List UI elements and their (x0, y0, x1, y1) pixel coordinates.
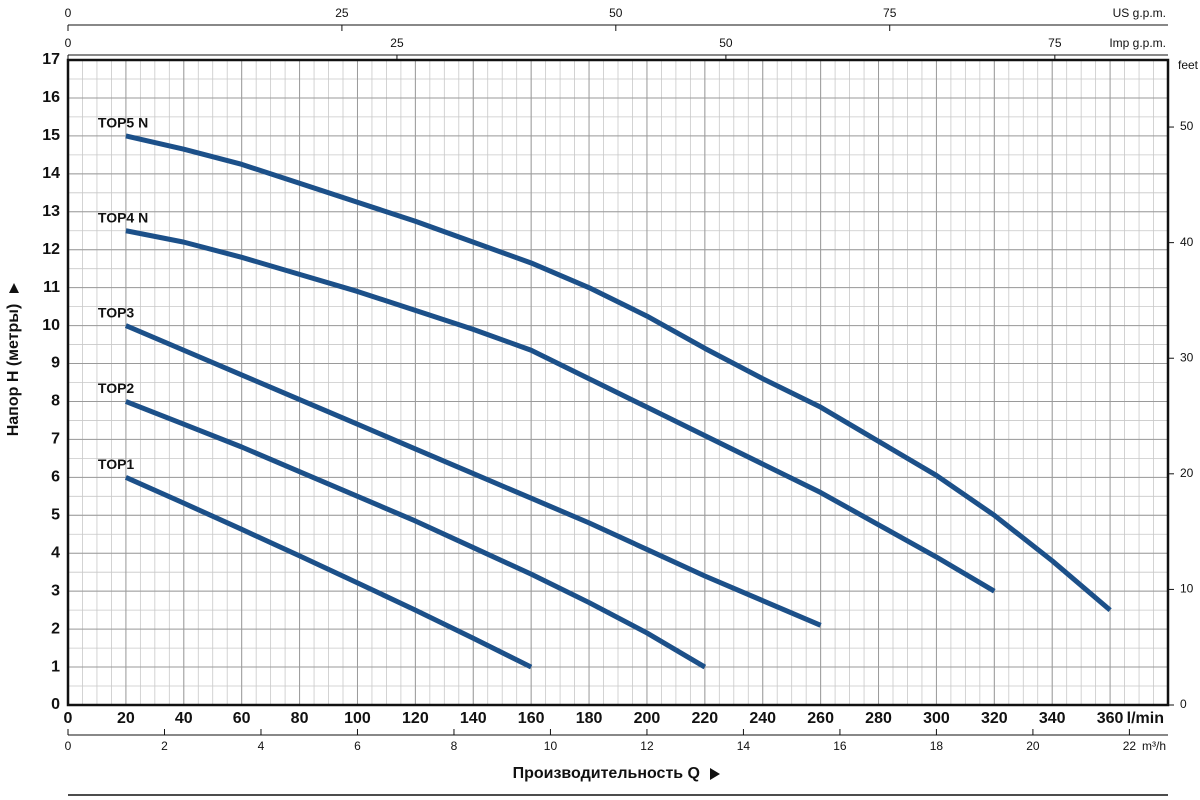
x-tick-label: 20 (117, 710, 135, 727)
tick-label: 10 (544, 739, 558, 753)
y-tick-label: 4 (51, 544, 60, 561)
curve (124, 399, 707, 670)
tick-label: 25 (390, 36, 404, 50)
x-tick-label: 100 (344, 710, 371, 727)
tick-label: 22 (1123, 739, 1137, 753)
y-tick-label: 10 (42, 317, 60, 334)
x-tick-label: 320 (981, 710, 1008, 727)
tick-label: 0 (65, 6, 72, 20)
tick-label: 12 (640, 739, 654, 753)
y2-tick-label: 20 (1180, 466, 1194, 480)
x-tick-label: 120 (402, 710, 429, 727)
tick-label: 18 (930, 739, 944, 753)
x-unit-label: l/min (1127, 710, 1164, 727)
tick-label: 50 (609, 6, 623, 20)
curve-label: TOP1 (98, 456, 135, 472)
x-tick-label: 0 (64, 710, 73, 727)
tick-label: 8 (451, 739, 458, 753)
curve (124, 323, 822, 628)
tick-label: 0 (65, 739, 72, 753)
y-tick-label: 5 (51, 507, 60, 524)
curve (125, 133, 1112, 613)
x-tick-label: 60 (233, 710, 251, 727)
tick-label: 2 (161, 739, 168, 753)
y-tick-label: 14 (42, 165, 60, 182)
y-tick-label: 6 (51, 469, 60, 486)
x-tick-label: 260 (807, 710, 834, 727)
y2-unit-label: feet (1178, 58, 1199, 72)
x-tick-label: 180 (576, 710, 603, 727)
y-tick-label: 11 (43, 279, 60, 296)
y2-tick-label: 0 (1180, 697, 1187, 711)
tick-label: 14 (737, 739, 751, 753)
tick-label: 75 (1048, 36, 1062, 50)
curve-label: TOP3 (98, 304, 135, 320)
tick-label: 16 (833, 739, 847, 753)
plot-frame (66, 58, 1170, 707)
y-tick-label: 13 (42, 203, 60, 220)
x-tick-label: 160 (518, 710, 545, 727)
x-tick-label: 340 (1039, 710, 1066, 727)
curve (124, 475, 533, 670)
x-tick-label: 80 (291, 710, 309, 727)
y2-tick-label: 40 (1180, 235, 1194, 249)
tick-label: 0 (65, 36, 72, 50)
y-tick-label: 8 (51, 393, 60, 410)
tick-label: 50 (719, 36, 733, 50)
x-tick-label: 300 (923, 710, 950, 727)
y-tick-label: 0 (51, 696, 60, 713)
y2-tick-label: 30 (1180, 350, 1194, 364)
unit-label: Imp g.p.m. (1109, 36, 1166, 50)
curve-label: TOP4 N (98, 209, 148, 225)
x-tick-label: 280 (865, 710, 892, 727)
y-axis-arrow (9, 283, 19, 293)
x-axis-label: Производительность Q (513, 765, 700, 782)
tick-label: 4 (258, 739, 265, 753)
y-tick-label: 17 (42, 51, 60, 68)
x-tick-label: 40 (175, 710, 193, 727)
curve-label: TOP2 (98, 380, 135, 396)
tick-label: 6 (354, 739, 361, 753)
tick-label: 75 (883, 6, 897, 20)
y-tick-label: 2 (51, 620, 60, 637)
curve (125, 228, 996, 594)
unit-label: US g.p.m. (1113, 6, 1166, 20)
x-tick-label: 140 (460, 710, 487, 727)
tick-label: 25 (335, 6, 349, 20)
y-tick-label: 12 (42, 241, 60, 258)
unit-label: m³/h (1142, 739, 1166, 753)
y-tick-label: 16 (42, 89, 60, 106)
curve-label: TOP5 N (98, 115, 148, 131)
tick-label: 20 (1026, 739, 1040, 753)
x-tick-label: 200 (634, 710, 661, 727)
y-tick-label: 9 (51, 355, 60, 372)
y2-tick-label: 50 (1180, 119, 1194, 133)
y-axis-label: Напор H (метры) (5, 304, 22, 437)
x-axis-arrow (710, 768, 720, 780)
x-tick-label: 220 (691, 710, 718, 727)
y-tick-label: 15 (42, 127, 60, 144)
y-tick-label: 3 (51, 582, 60, 599)
y-tick-label: 1 (51, 658, 60, 675)
x-tick-label: 360 (1097, 710, 1124, 727)
y2-tick-label: 10 (1180, 582, 1194, 596)
x-tick-label: 240 (749, 710, 776, 727)
y-tick-label: 7 (51, 431, 60, 448)
